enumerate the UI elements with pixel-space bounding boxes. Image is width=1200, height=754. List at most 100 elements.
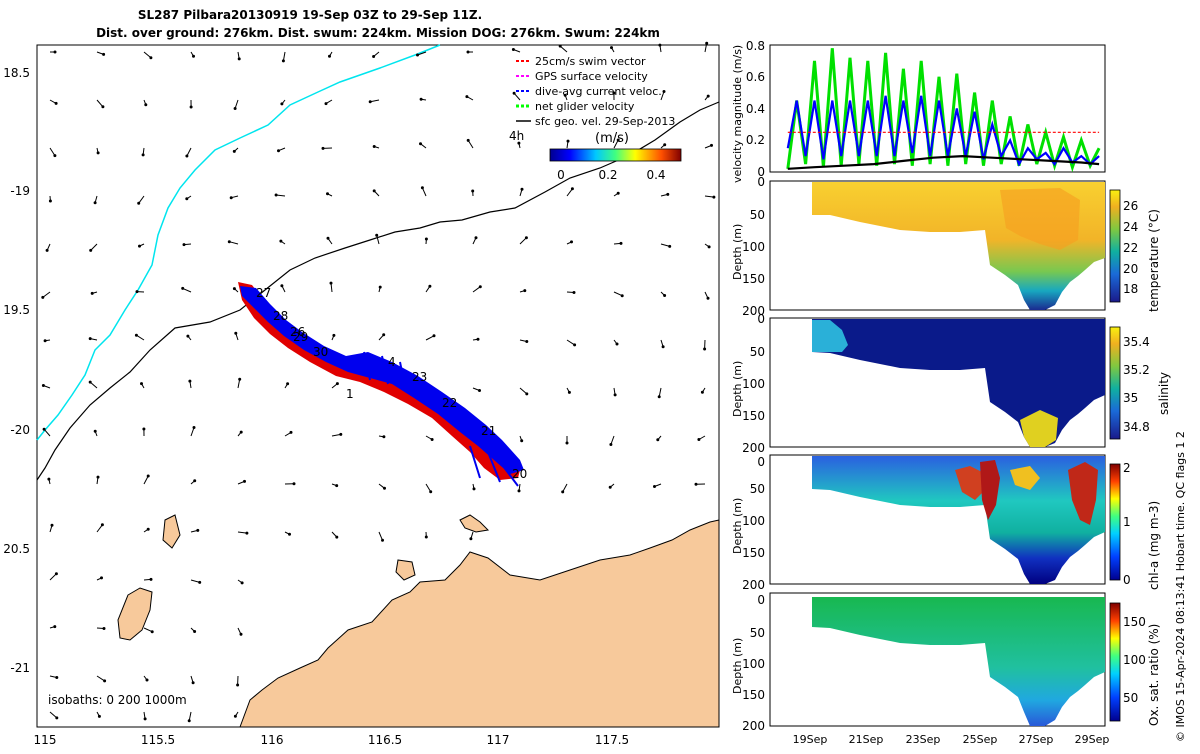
- quiver-arrow-head: [662, 346, 664, 348]
- legend-4h-note: 4h: [509, 129, 524, 143]
- map-y-tick-20: -20: [10, 423, 30, 437]
- quiver-arrow-head: [193, 427, 195, 429]
- quiver-arrow-head: [336, 383, 338, 385]
- quiver-arrow-head: [186, 155, 188, 157]
- quiver-arrow-head: [620, 242, 622, 244]
- quiver-arrow-head: [330, 282, 332, 284]
- quiver-arrow-head: [669, 245, 671, 247]
- quiver-arrow-head: [42, 385, 44, 387]
- quiver-arrow-head: [470, 538, 472, 540]
- sal-y-tick-50: 50: [750, 345, 765, 359]
- temp-cb-22: 22: [1123, 241, 1138, 255]
- quiver-arrow-head: [101, 577, 103, 579]
- chl-y-tick-50: 50: [750, 482, 765, 496]
- sal-cb-35.2: 35.2: [1123, 363, 1150, 377]
- quiver-arrow-head: [97, 152, 99, 154]
- quiver-arrow-head: [234, 715, 236, 717]
- day-label-4: 4: [388, 355, 396, 369]
- quiver-arrow-head: [197, 529, 199, 531]
- salinity-colorbar: [1110, 327, 1120, 439]
- quiver-arrow-head: [275, 194, 277, 196]
- ox-y-tick-150: 150: [742, 688, 765, 702]
- map-x-tick-116.5: 116.5: [368, 733, 402, 747]
- colorbar-tick-0: 0: [557, 168, 565, 182]
- quiver-arrow-head: [44, 340, 46, 342]
- quiver-arrow-head: [287, 383, 289, 385]
- quiver-arrow-head: [282, 60, 284, 62]
- chl-y-tick-200: 200: [742, 578, 765, 592]
- quiver-arrow-head: [713, 196, 715, 198]
- quiver-arrow-head: [429, 285, 431, 287]
- quiver-arrow-head: [431, 439, 433, 441]
- day-label-28: 28: [273, 309, 288, 323]
- temperature-y-ticks: 0 50 100 150 200: [742, 175, 765, 318]
- quiver-arrow-head: [150, 57, 152, 59]
- temp-cb-20: 20: [1123, 262, 1138, 276]
- temperature-panel: 0 50 100 150 200 Depth (m) 18 20 22 24 2…: [731, 175, 1161, 318]
- quiver-arrow-head: [373, 146, 375, 148]
- quiver-arrow-head: [139, 245, 141, 247]
- quiver-arrow-head: [186, 198, 188, 200]
- quiver-arrow-head: [147, 528, 149, 530]
- quiver-arrow-head: [233, 288, 235, 290]
- day-label-30: 30: [313, 345, 328, 359]
- quiver-arrow-head: [138, 202, 140, 204]
- day-label-27: 27: [256, 286, 271, 300]
- quiver-arrow-head: [425, 536, 427, 538]
- panel-x-tick-27sep: 27Sep: [1019, 733, 1054, 746]
- temperature-colorbar: [1110, 190, 1120, 302]
- quiver-arrow-head: [187, 335, 189, 337]
- vel-y-tick-0.6: 0.6: [746, 70, 765, 84]
- day-label-29: 29: [293, 330, 308, 344]
- quiver-arrow-head: [94, 202, 96, 204]
- chla-colorbar: [1110, 464, 1120, 580]
- quiver-arrow-head: [340, 433, 342, 435]
- quiver-arrow-head: [472, 190, 474, 192]
- quiver-arrow-head: [143, 428, 145, 430]
- quiver-arrow-head: [240, 633, 242, 635]
- figure-title-line1: SL287 Pilbara20130919 19-Sep 03Z to 29-S…: [138, 8, 482, 22]
- map-y-tick-20.5: 20.5: [3, 542, 30, 556]
- quiver-arrow-head: [477, 338, 479, 340]
- quiver-arrow-head: [97, 476, 99, 478]
- map-y-tick-18.5: 18.5: [3, 66, 30, 80]
- map-y-tick-19.5: 19.5: [3, 303, 30, 317]
- panel-x-tick-19sep: 19Sep: [793, 733, 828, 746]
- colorbar-tick-0.4: 0.4: [646, 168, 665, 182]
- day-label-23: 23: [412, 370, 427, 384]
- salinity-cb-ticks: 34.8 35 35.2 35.4: [1123, 335, 1150, 434]
- day-label-22: 22: [442, 396, 457, 410]
- quiver-arrow-head: [141, 383, 143, 385]
- quiver-arrow-head: [701, 391, 703, 393]
- quiver-arrow-head: [289, 533, 291, 535]
- quiver-arrow-head: [322, 147, 324, 149]
- quiver-arrow-head: [192, 682, 194, 684]
- quiver-arrow-head: [55, 573, 57, 575]
- quiver-arrow-head: [325, 103, 327, 105]
- quiver-arrow-head: [290, 431, 292, 433]
- figure-title-line2: Dist. over ground: 276km. Dist. swum: 22…: [96, 26, 660, 40]
- quiver-arrow-head: [707, 297, 709, 299]
- quiver-arrow-head: [659, 44, 661, 46]
- quiver-arrow-head: [695, 483, 697, 485]
- quiver-arrow-head: [103, 53, 105, 55]
- chla-panel: 0 50 100 150 200 Depth (m) 0 1 2 chl-a (…: [731, 455, 1161, 592]
- quiver-arrow-head: [240, 431, 242, 433]
- temperature-cb-label: temperature (°C): [1147, 209, 1161, 312]
- quiver-arrow-head: [238, 58, 240, 60]
- velocity-y-label: velocity magnitude (m/s): [731, 45, 744, 183]
- chl-y-tick-100: 100: [742, 514, 765, 528]
- salinity-panel: 0 50 100 150 200 Depth (m) 34.8 35 35.2 …: [731, 312, 1171, 455]
- legend-label-gps: GPS surface velocity: [535, 70, 648, 83]
- quiver-arrow-head: [142, 154, 144, 156]
- quiver-arrow-head: [421, 187, 423, 189]
- oxygen-panel: 0 50 100 150 200 Depth (m) 50 100 150 Ox…: [731, 593, 1161, 733]
- map-x-tick-115: 115: [34, 733, 57, 747]
- map-x-tick-115.5: 115.5: [141, 733, 175, 747]
- quiver-arrow-head: [373, 190, 375, 192]
- chl-cb-2: 2: [1123, 461, 1131, 475]
- quiver-arrow-head: [233, 150, 235, 152]
- quiver-arrow-head: [573, 292, 575, 294]
- sal-cb-35.4: 35.4: [1123, 335, 1150, 349]
- quiver-arrow-head: [94, 430, 96, 432]
